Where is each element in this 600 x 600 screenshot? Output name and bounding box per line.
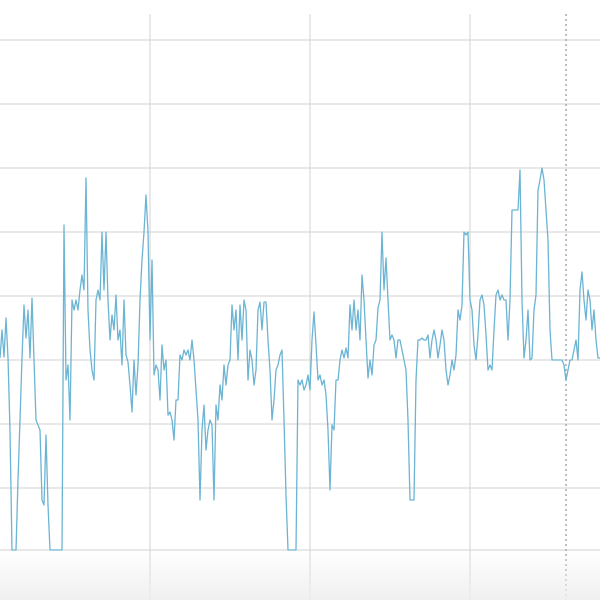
series-line <box>0 167 600 551</box>
series-layer <box>0 167 600 551</box>
